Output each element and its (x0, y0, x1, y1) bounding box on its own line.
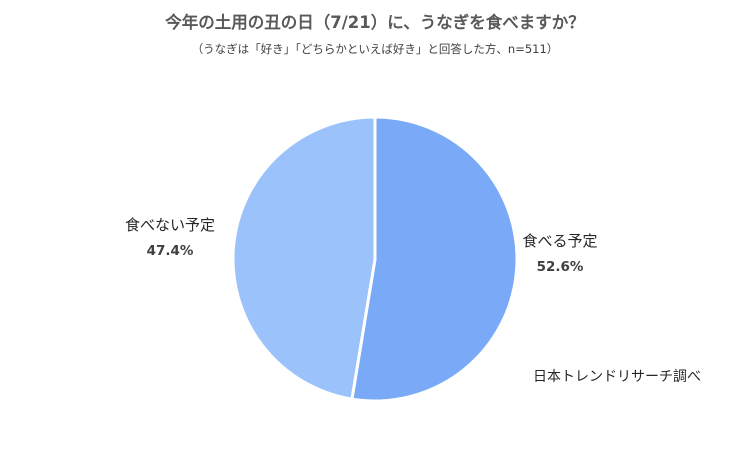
pie-slice-eat (350, 115, 519, 403)
slice-label-group-not-eat: 食べない予定 47.4% (125, 216, 215, 259)
slice-value-eat: 52.6% (537, 259, 584, 275)
slice-label-not-eat: 食べない予定 (125, 216, 215, 234)
chart-title: 今年の土用の丑の日（7/21）に、うなぎを食べますか？ (164, 12, 584, 32)
slice-label-group-eat: 食べる予定 52.6% (522, 232, 597, 275)
slice-label-eat: 食べる予定 (522, 232, 597, 250)
pie-slices (231, 115, 519, 403)
slice-value-not-eat: 47.4% (147, 243, 194, 259)
pie-slice-not-eat (231, 115, 377, 401)
chart-subtitle: （うなぎは「好き」「どちらかといえば好き」と回答した方、n=511） (192, 42, 559, 56)
source-note: 日本トレンドリサーチ調べ (533, 369, 701, 385)
